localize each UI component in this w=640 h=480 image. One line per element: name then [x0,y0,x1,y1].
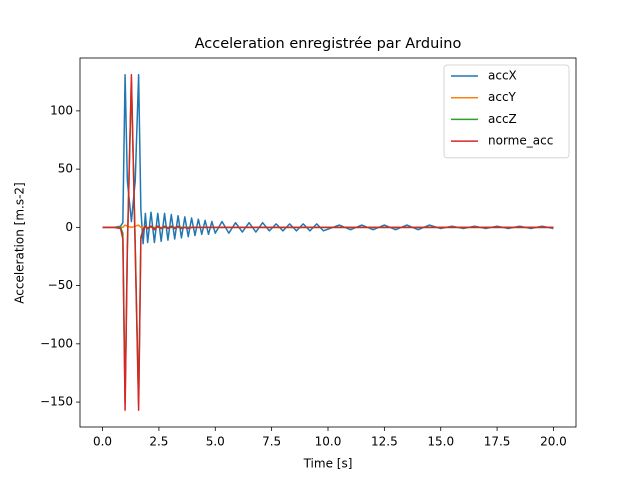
x-tick-label: 15.0 [427,435,454,449]
data-line [102,74,554,245]
y-tick-label: 0 [65,220,73,234]
y-axis-label: Acceleration [m.s-2] [13,182,27,303]
legend-box [443,64,570,159]
x-tick-label: 17.5 [484,435,511,449]
y-tick-label: −150 [40,395,73,409]
x-tick-label: 5.0 [206,435,225,449]
axes-frame [79,57,577,428]
chart-title: Acceleration enregistrée par Arduino [195,36,462,52]
legend-label: accZ [488,112,517,126]
legend-label: norme_acc [488,134,553,148]
x-tick-label: 7.5 [262,435,281,449]
x-axis-label: Time [s] [303,457,353,471]
data-line [102,74,554,411]
x-tick-label: 20.0 [540,435,567,449]
x-tick-label: 0.0 [93,435,112,449]
y-tick-label: −50 [48,278,73,292]
legend-label: accY [488,90,517,104]
x-tick-label: 12.5 [371,435,398,449]
x-tick-label: 2.5 [149,435,168,449]
y-tick-label: −100 [40,336,73,350]
y-tick-label: 100 [50,103,73,117]
y-tick-label: 50 [58,162,73,176]
legend-label: accX [488,69,517,83]
x-tick-label: 10.0 [315,435,342,449]
